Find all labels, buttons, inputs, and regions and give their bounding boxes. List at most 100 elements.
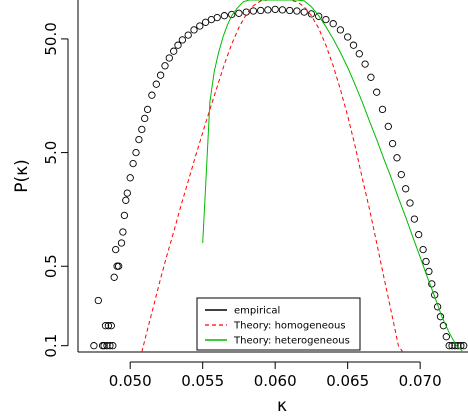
data-point (349, 41, 358, 49)
data-point (388, 139, 397, 148)
data-point (397, 170, 405, 179)
data-point (278, 6, 287, 14)
data-point (117, 239, 126, 247)
data-point (141, 114, 149, 123)
x-tick-label: 0.060 (254, 372, 297, 390)
data-point (178, 36, 187, 44)
y-tick-label: 0.5 (42, 254, 60, 278)
x-tick-label: 0.055 (181, 372, 224, 390)
data-point (174, 41, 182, 49)
data-point (378, 105, 387, 114)
data-point (329, 20, 337, 28)
data-point (410, 215, 419, 223)
data-point (264, 6, 272, 14)
data-point (361, 60, 369, 68)
data-point (415, 230, 423, 239)
data-point (138, 125, 146, 134)
data-point (315, 12, 323, 20)
data-point (94, 296, 102, 305)
axes: 0.050 0.055 0.060 0.065 0.070 0.1 0.5 5.0 50.0 (42, 0, 468, 390)
data-point (126, 174, 134, 182)
data-point (249, 7, 258, 15)
data-point (101, 322, 110, 330)
data-point (460, 342, 468, 350)
x-tick-label: 0.065 (326, 372, 369, 390)
data-point (90, 342, 98, 350)
data-point (135, 135, 143, 144)
y-tick-label: 0.1 (42, 334, 60, 358)
x-tick-label: 0.070 (399, 372, 442, 390)
data-point (161, 62, 169, 70)
data-point (123, 189, 131, 197)
data-point (442, 333, 450, 341)
homogeneous-theory-line (141, 0, 404, 352)
data-point (307, 10, 316, 18)
data-point (384, 122, 392, 131)
data-point (293, 7, 301, 15)
data-point (107, 322, 115, 330)
data-point (112, 245, 120, 254)
series-layer (90, 0, 468, 352)
data-point (271, 5, 279, 14)
data-point (393, 154, 401, 162)
data-point (300, 8, 308, 16)
data-point (129, 159, 137, 168)
data-point (119, 228, 127, 236)
data-point (113, 262, 121, 270)
data-point (454, 342, 462, 350)
data-point (170, 47, 178, 55)
data-point (196, 22, 204, 30)
data-point (457, 342, 465, 350)
data-point (228, 10, 236, 19)
data-point (132, 148, 140, 157)
data-point (201, 18, 210, 26)
y-axis-title: P(κ) (12, 159, 32, 193)
data-point (106, 342, 114, 350)
data-point (120, 211, 129, 220)
data-point (406, 199, 414, 207)
data-point (220, 12, 229, 20)
legend-box (196, 297, 361, 351)
heterogeneous-theory-line (202, 0, 463, 352)
data-point (419, 245, 427, 254)
data-point (122, 196, 130, 204)
data-point (402, 185, 410, 193)
x-tick-label: 0.050 (109, 372, 152, 390)
data-point (425, 267, 433, 276)
data-point (104, 322, 113, 330)
data-point (152, 80, 160, 88)
legend-label: Theory: heterogeneous (233, 336, 350, 347)
data-point (373, 88, 381, 96)
data-point (184, 31, 192, 39)
data-point (114, 262, 123, 270)
data-point (235, 9, 243, 17)
data-point (100, 342, 108, 350)
data-point (110, 273, 118, 281)
data-point (165, 54, 173, 62)
data-point (286, 6, 294, 15)
legend-label: Theory: homogeneous (233, 321, 346, 332)
data-point (213, 13, 221, 22)
x-axis-title: κ (277, 396, 287, 416)
data-point (257, 6, 265, 15)
data-point (344, 33, 352, 41)
data-point (367, 73, 375, 81)
data-point (322, 15, 330, 24)
data-point (355, 50, 363, 58)
data-point (422, 257, 430, 266)
data-point (156, 71, 165, 79)
data-point (148, 91, 156, 99)
y-tick-label: 50.0 (42, 22, 60, 55)
data-point (190, 26, 198, 34)
data-point (103, 342, 111, 350)
data-point (336, 26, 345, 34)
data-point (428, 280, 436, 288)
legend-label: empirical (234, 306, 280, 317)
data-point (445, 342, 453, 350)
data-point (439, 322, 448, 330)
y-tick-label: 5.0 (42, 141, 60, 165)
data-point (143, 105, 152, 114)
data-point (109, 342, 117, 350)
legend: empirical Theory: homogeneous Theory: hete… (196, 297, 361, 351)
